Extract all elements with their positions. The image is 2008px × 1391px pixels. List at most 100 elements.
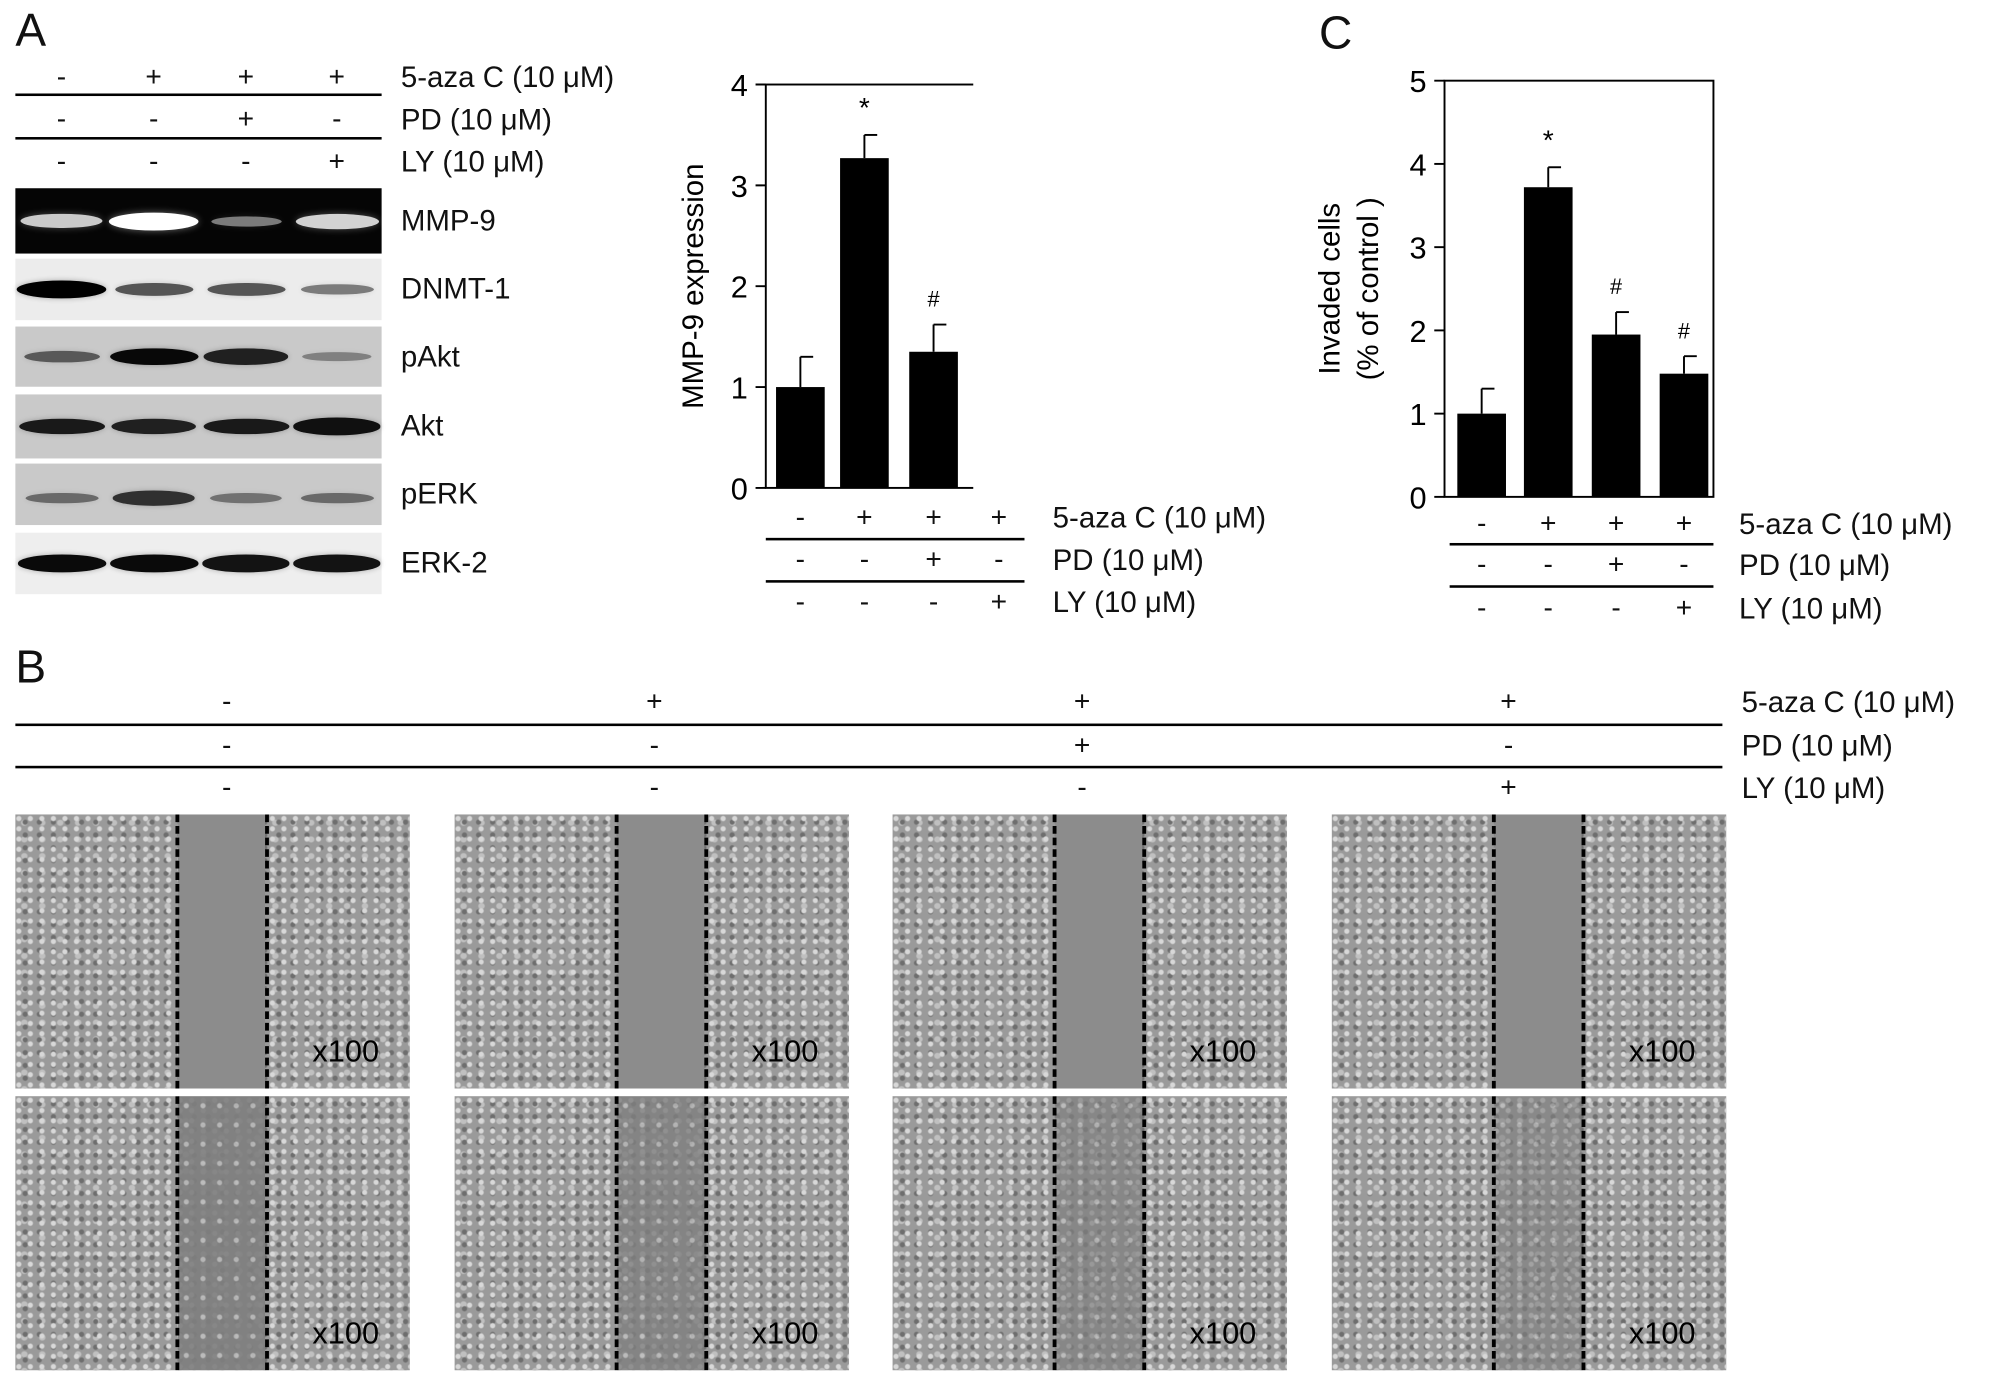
chart-c-sign-aza-2: +: [1540, 507, 1557, 540]
chart-a-sign-aza-4: +: [990, 500, 1008, 533]
wound-image-0h-1: x100: [15, 814, 410, 1089]
blot-band: [17, 554, 106, 573]
chart-c-sign-pd-2: -: [1543, 548, 1553, 581]
y-tick-label: 2: [1409, 314, 1426, 349]
wound-edge-line: [1581, 1096, 1586, 1371]
wound-edge-line: [1581, 814, 1586, 1089]
panel-label-b: B: [15, 640, 47, 693]
wound-sign-aza-1: -: [221, 685, 232, 718]
wound-edge-line: [1142, 814, 1147, 1089]
blot-band: [202, 418, 289, 435]
chart-a-sign-pd-1: -: [795, 542, 806, 575]
plot-frame: [1443, 79, 1715, 498]
wound-sign-pd-2: -: [649, 728, 660, 761]
wound-label-ly: LY (10 μM): [1741, 770, 1886, 805]
blot-band: [114, 282, 193, 297]
wound-gap: [1494, 1096, 1582, 1371]
wound-edge-line: [704, 1096, 709, 1371]
y-tick-label: 2: [731, 270, 748, 305]
wound-edge-line: [265, 814, 269, 1089]
panel-label-c: C: [1319, 6, 1353, 59]
blot-pakt: [15, 326, 382, 387]
bar-3: [909, 351, 958, 488]
wound-sign-aza-3: +: [1073, 685, 1091, 718]
blot-sign-ly-2: -: [148, 144, 159, 177]
magnification-label: x100: [312, 1316, 380, 1352]
bar-4: [1659, 373, 1709, 497]
blot-sign-pd-1: -: [56, 102, 67, 135]
wound-edge-line: [1052, 814, 1057, 1089]
y-axis-label: Invaded cells: [1314, 203, 1347, 375]
blot-band: [210, 215, 282, 227]
magnification-label: x100: [312, 1034, 380, 1070]
bar-3: [1591, 334, 1641, 497]
wound-image-0h-4: x100: [1331, 814, 1727, 1089]
wound-gap: [617, 1096, 705, 1371]
wound-image-later-3: x100: [892, 1096, 1288, 1371]
wound-edge-line: [175, 1096, 180, 1371]
significance-marker: #: [928, 287, 940, 312]
chart-a-sign-ly-2: -: [859, 585, 870, 618]
chart-c-sign-ly-3: -: [1611, 591, 1621, 624]
chart-a-sign-ly-3: -: [928, 585, 939, 618]
y-tick-label: 3: [731, 169, 748, 204]
chart-a-sign-aza-2: +: [856, 500, 873, 533]
blot-sign-ly-4: +: [328, 144, 346, 177]
blot-band: [16, 280, 107, 299]
blot-sign-aza-3: +: [237, 60, 255, 93]
blot-band: [295, 213, 379, 229]
y-tick-label: 0: [731, 471, 748, 506]
chart-a-label-aza: 5-aza C (10 μM): [1052, 500, 1267, 535]
wound-edge-line: [614, 1096, 619, 1371]
magnification-label: x100: [1189, 1034, 1257, 1070]
blot-band: [300, 492, 374, 504]
wound-divider: [15, 723, 1723, 727]
blot-band: [112, 490, 195, 506]
bar-2: [840, 158, 889, 488]
magnification-label: x100: [751, 1034, 819, 1070]
chart-a-label-ly: LY (10 μM): [1052, 585, 1197, 619]
blot-sign-ly-3: -: [241, 144, 251, 177]
blot-label-erk-2: ERK-2: [400, 545, 488, 579]
y-tick-label: 1: [731, 371, 748, 406]
wound-edge-line: [1142, 1096, 1147, 1371]
blot-band: [108, 211, 199, 230]
chart-a-sign-pd-4: -: [994, 542, 1004, 575]
wound-sign-ly-3: -: [1077, 770, 1087, 803]
blot-band: [293, 417, 381, 435]
wound-gap: [178, 1096, 266, 1371]
chart-c-sign-ly-2: -: [1543, 591, 1553, 624]
magnification-label: x100: [1189, 1316, 1257, 1352]
blot-label-dnmt-1: DNMT-1: [400, 271, 511, 305]
wound-image-later-2: x100: [454, 1096, 850, 1371]
chart-c-divider: [1449, 585, 1714, 588]
invaded-cells-chart: 0 1 2 3 4 5 * # # Invaded cells (% of control ): [1314, 64, 1715, 515]
blot-perk: [15, 463, 382, 526]
chart-c-sign-pd-3: +: [1607, 548, 1625, 581]
chart-c-sign-aza-4: +: [1675, 507, 1693, 540]
chart-a-divider: [765, 580, 1025, 583]
y-tick-label: 4: [731, 68, 748, 103]
chart-c-label-aza: 5-aza C (10 μM): [1739, 507, 1953, 541]
blot-band: [23, 350, 100, 363]
wound-sign-pd-3: +: [1073, 728, 1091, 761]
blot-sign-pd-3: +: [237, 102, 255, 135]
blot-sign-aza-1: -: [56, 60, 67, 93]
chart-a-sign-ly-1: -: [795, 585, 806, 618]
blot-sign-aza-4: +: [328, 60, 346, 93]
blot-label-perk: pERK: [400, 476, 478, 510]
blot-band: [109, 554, 198, 573]
y-tick-label: 0: [1409, 480, 1426, 515]
blot-band: [18, 418, 105, 435]
blot-band: [293, 555, 381, 572]
wound-sign-aza-4: +: [1500, 685, 1517, 718]
wound-edge-line: [1491, 1096, 1496, 1371]
wound-gap: [1494, 814, 1582, 1089]
chart-a-sign-aza-1: -: [795, 500, 806, 533]
magnification-label: x100: [1628, 1034, 1696, 1070]
wound-image-0h-3: x100: [892, 814, 1288, 1089]
blot-band: [206, 282, 285, 297]
blot-sign-pd-4: -: [332, 102, 342, 135]
